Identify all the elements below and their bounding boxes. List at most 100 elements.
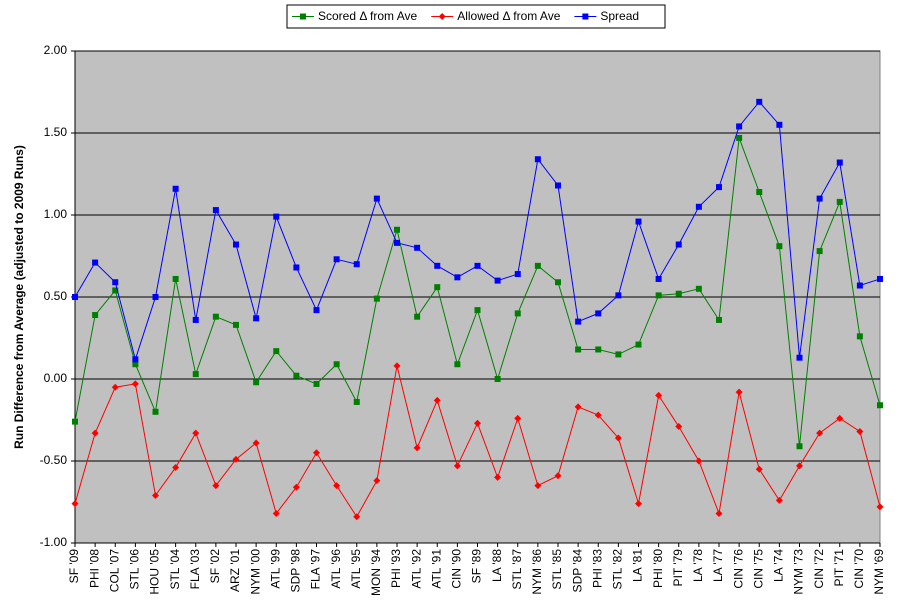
marker: [534, 262, 541, 269]
x-tick-label: LA '77: [711, 549, 725, 582]
legend-label: Spread: [600, 9, 639, 23]
x-tick-label: CIN '72: [812, 549, 826, 589]
marker: [353, 398, 360, 405]
x-tick-label: STL '04: [168, 549, 182, 590]
marker: [856, 427, 864, 435]
marker: [816, 248, 823, 255]
marker: [615, 351, 622, 358]
marker: [131, 380, 139, 388]
marker: [192, 371, 199, 378]
marker: [856, 282, 863, 289]
marker: [293, 372, 300, 379]
marker: [635, 341, 642, 348]
marker: [92, 312, 99, 319]
y-tick-label: -1.00: [40, 535, 68, 549]
marker: [313, 307, 320, 314]
marker: [735, 388, 743, 396]
marker: [655, 292, 662, 299]
marker: [434, 262, 441, 269]
marker: [454, 274, 461, 281]
marker: [152, 408, 159, 415]
legend: Scored Δ from Ave Allowed Δ from Ave Sprea…: [286, 4, 666, 29]
marker: [575, 346, 582, 353]
y-tick-label: -0.50: [40, 453, 68, 467]
marker: [595, 310, 602, 317]
x-tick-label: SF '02: [208, 549, 222, 584]
marker: [555, 279, 561, 286]
x-tick-label: CIN '90: [450, 549, 464, 589]
x-tick-label: ATL '92: [409, 549, 423, 589]
marker: [152, 491, 159, 499]
marker: [594, 411, 602, 419]
marker: [474, 419, 481, 427]
marker: [877, 402, 883, 409]
marker: [272, 509, 280, 517]
marker: [595, 346, 602, 353]
marker: [514, 271, 521, 278]
x-tick-label: CIN '75: [751, 549, 765, 589]
marker: [494, 376, 501, 382]
x-tick-label: NYM '86: [530, 549, 544, 595]
x-tick-label: NYM '73: [792, 549, 806, 595]
marker: [232, 455, 240, 463]
marker: [534, 156, 541, 163]
x-tick-label: LA '81: [631, 549, 645, 582]
marker: [434, 284, 441, 291]
x-tick-label: NYM '69: [872, 549, 886, 595]
marker: [353, 261, 360, 268]
marker: [111, 383, 119, 391]
x-tick-label: STL '87: [510, 549, 524, 590]
marker: [534, 482, 542, 490]
marker: [112, 287, 119, 294]
marker: [836, 198, 843, 205]
x-tick-label: FLA '03: [188, 549, 202, 590]
marker: [836, 159, 843, 166]
y-axis-label: Run Difference from Average (adjusted to…: [12, 145, 26, 449]
marker: [776, 121, 783, 128]
marker: [373, 477, 381, 485]
marker: [72, 418, 78, 425]
marker: [716, 184, 722, 191]
marker: [494, 473, 502, 481]
y-tick-label: 2.00: [44, 43, 68, 57]
marker: [112, 279, 119, 286]
marker: [192, 316, 199, 323]
x-tick-label: PIT '71: [832, 549, 846, 587]
marker: [393, 362, 401, 370]
marker: [212, 207, 219, 214]
marker: [212, 482, 220, 490]
marker: [152, 294, 159, 300]
marker: [555, 182, 561, 189]
marker: [614, 434, 622, 442]
marker: [756, 189, 763, 196]
x-tick-label: LA '88: [490, 549, 504, 582]
marker: [877, 275, 883, 282]
marker: [736, 134, 743, 141]
marker: [72, 294, 78, 300]
marker: [333, 361, 340, 368]
x-tick-label: PHI '83: [590, 549, 604, 588]
marker: [635, 500, 642, 508]
marker: [252, 439, 260, 447]
marker: [172, 464, 180, 472]
marker: [796, 462, 803, 470]
x-tick-label: STL '82: [611, 549, 625, 590]
marker: [836, 414, 844, 422]
marker: [313, 449, 320, 457]
x-tick-label: ATL '95: [349, 549, 363, 589]
x-tick-label: MON '94: [369, 549, 383, 596]
marker: [575, 318, 582, 325]
marker: [313, 380, 320, 387]
x-tick-label: STL '06: [128, 549, 142, 590]
marker: [514, 310, 521, 317]
marker: [796, 354, 803, 361]
marker: [675, 423, 683, 431]
marker: [233, 241, 239, 248]
marker: [756, 98, 763, 105]
marker: [300, 13, 306, 20]
marker: [373, 195, 380, 202]
x-tick-label: COL '07: [107, 549, 121, 593]
marker: [736, 123, 743, 130]
marker: [414, 244, 421, 251]
